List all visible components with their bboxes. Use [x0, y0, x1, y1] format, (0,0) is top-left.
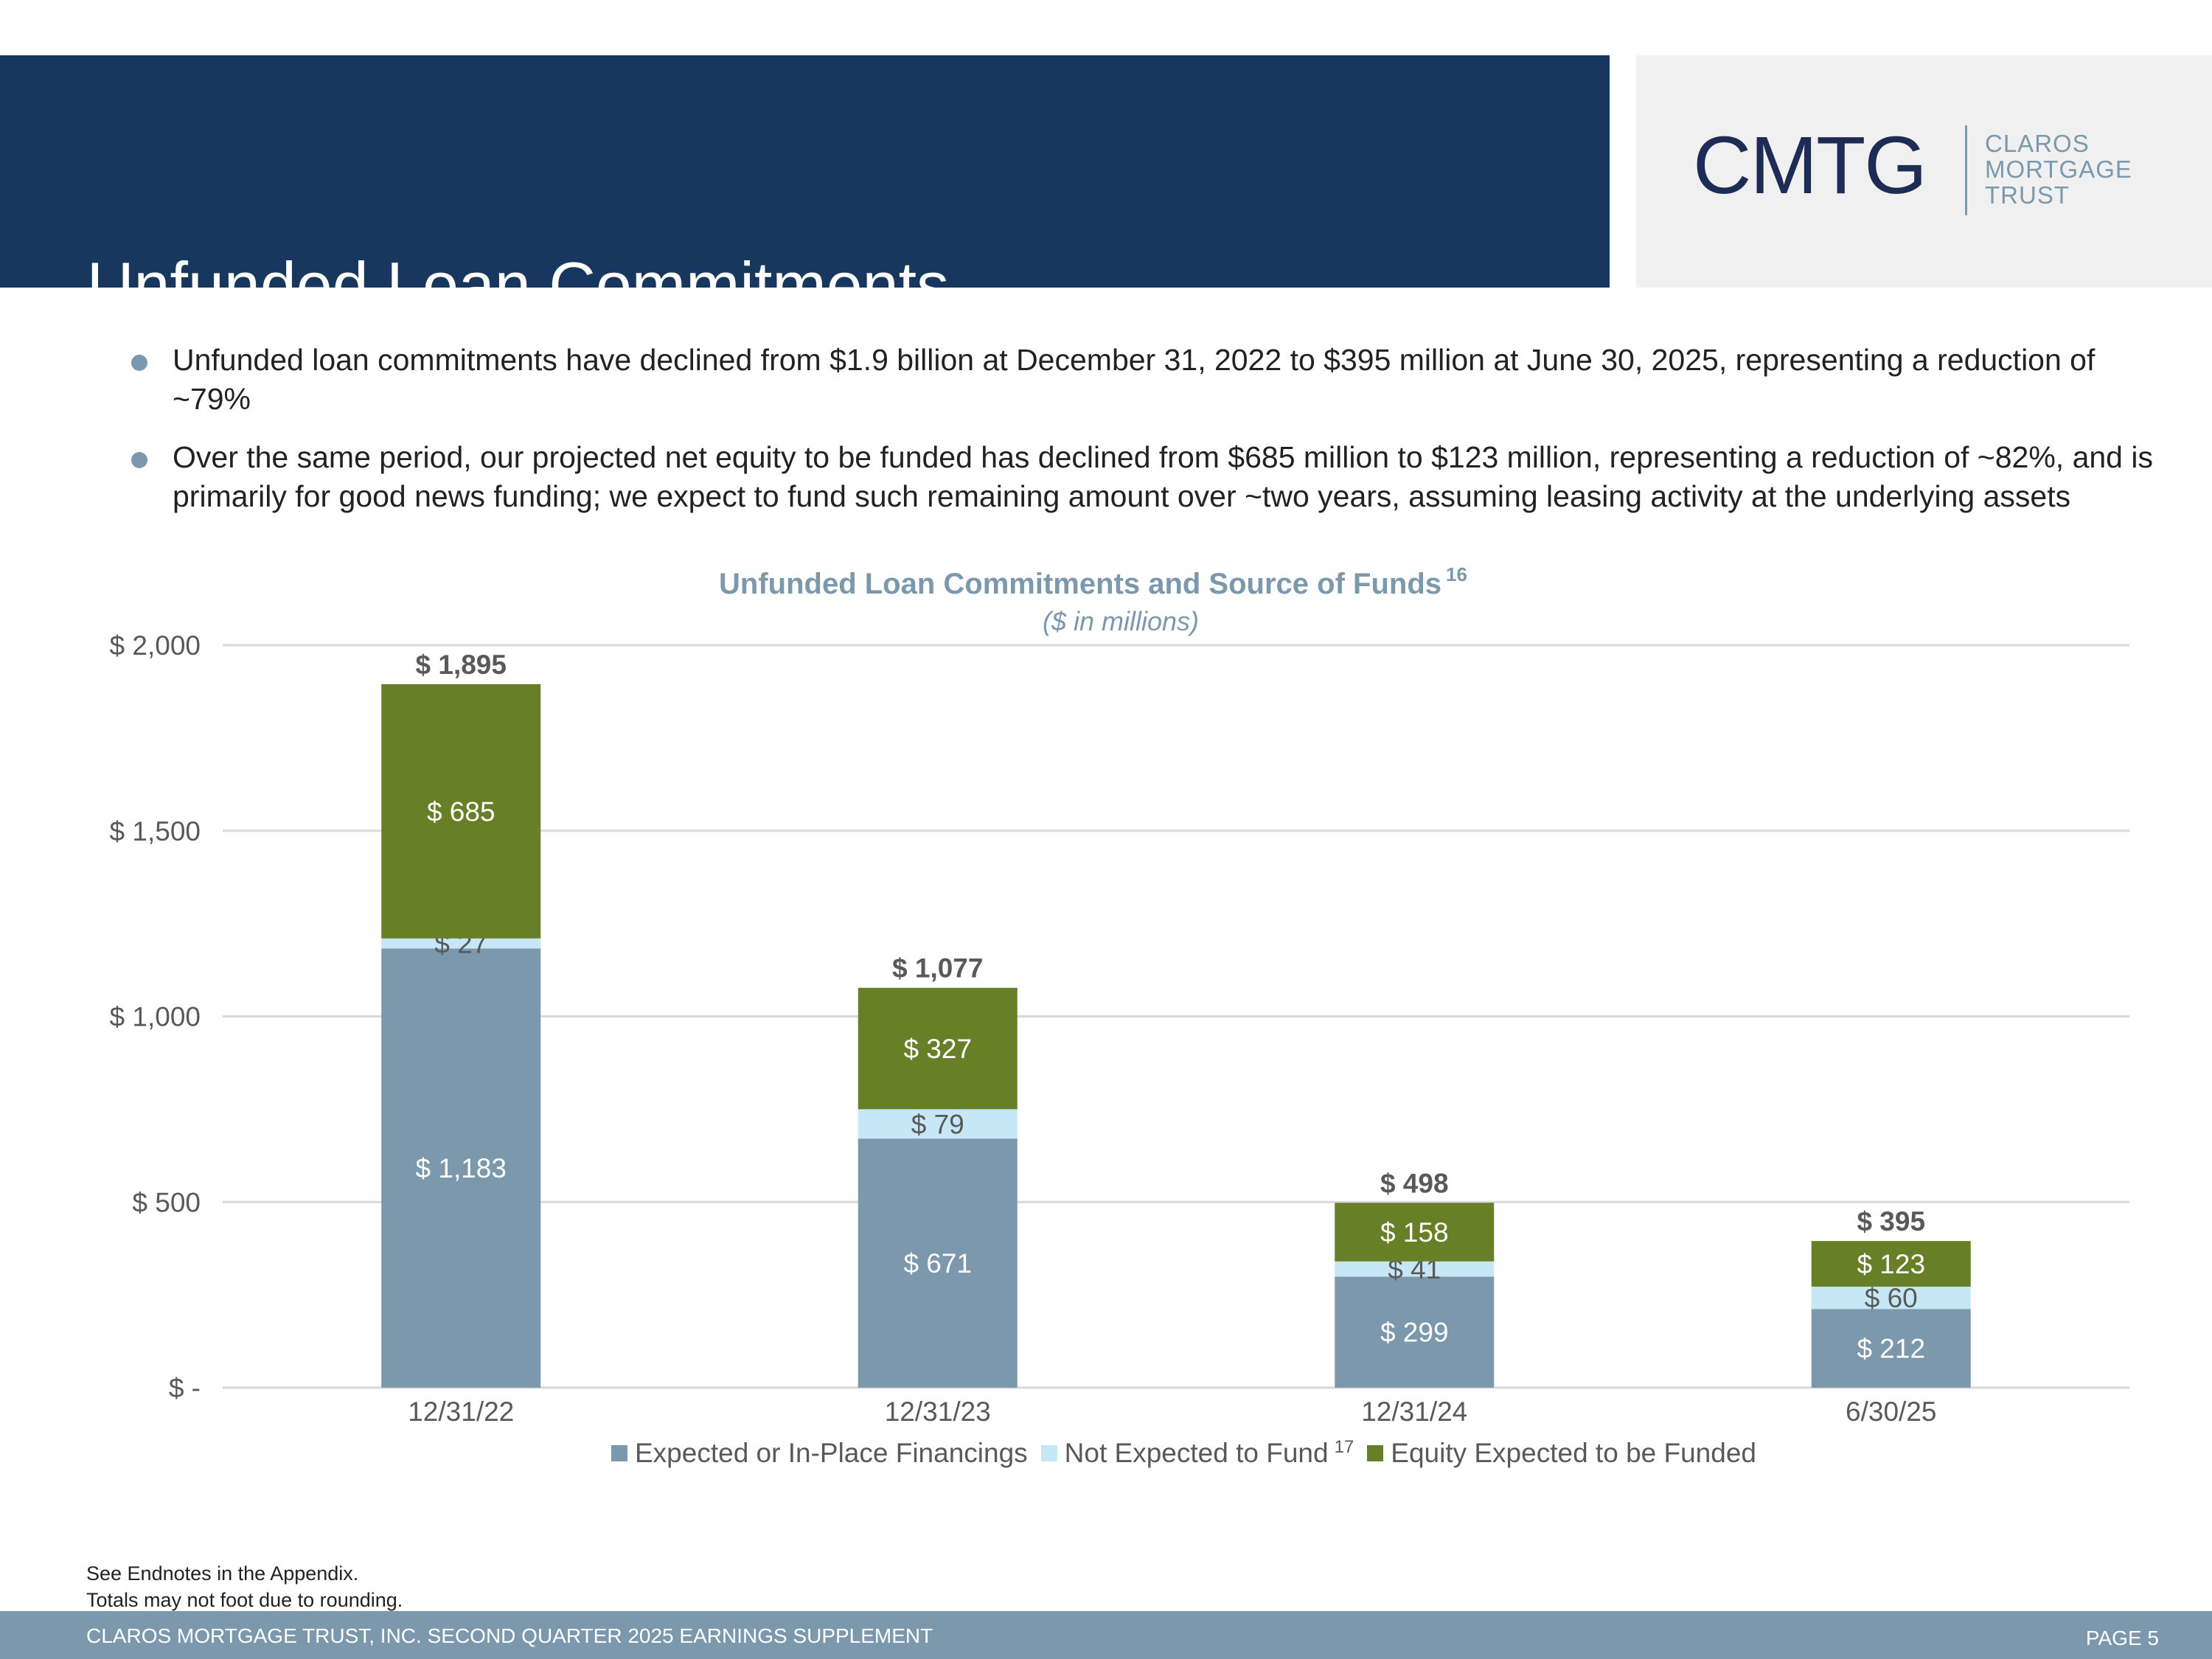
bar-segment — [381, 938, 541, 949]
bullet-text: Unfunded loan commitments have declined … — [173, 343, 2096, 416]
data-label: $ 685 — [427, 796, 495, 827]
bar-segment — [1335, 1261, 1495, 1277]
legend-swatch — [1367, 1445, 1384, 1461]
bar-segment — [858, 1109, 1018, 1139]
y-tick-label: $ 500 — [132, 1187, 201, 1217]
legend-label: Equity Expected to be Funded — [1391, 1438, 1756, 1468]
logo-line: TRUST — [1985, 181, 2070, 209]
total-label: $ 395 — [1857, 1206, 1925, 1237]
total-label: $ 498 — [1380, 1168, 1449, 1198]
data-label: $ 299 — [1380, 1318, 1449, 1348]
total-label: $ 1,077 — [892, 953, 983, 984]
logo-line: CLAROS — [1985, 130, 2090, 157]
bullet-dot-icon — [131, 355, 147, 371]
bullet-item: Over the same period, our projected net … — [128, 438, 2163, 516]
logo-text: CLAROS MORTGAGE TRUST — [1985, 131, 2132, 208]
bar-segment — [1811, 1287, 1971, 1310]
bar-segment — [381, 948, 541, 1388]
bullet-dot-icon — [131, 452, 147, 468]
y-tick-label: $ 2,000 — [110, 630, 201, 661]
x-tick-label: 6/30/25 — [1846, 1397, 1936, 1427]
bar-segment — [1335, 1203, 1495, 1262]
chart-title: Unfunded Loan Commitments and Source of … — [719, 563, 1467, 601]
y-tick-label: $ - — [169, 1373, 201, 1403]
footer-title: CLAROS MORTGAGE TRUST, INC. SECOND QUART… — [86, 1624, 933, 1647]
x-tick-label: 12/31/23 — [885, 1397, 991, 1427]
legend-superscript: 17 — [1334, 1437, 1354, 1457]
bar-segment — [1335, 1276, 1495, 1388]
data-label: $ 212 — [1857, 1334, 1925, 1364]
data-label: $ 327 — [903, 1034, 972, 1064]
x-tick-label: 12/31/24 — [1361, 1397, 1467, 1427]
y-tick-label: $ 1,500 — [110, 816, 201, 846]
legend-label: Not Expected to Fund — [1064, 1438, 1329, 1468]
chart-subtitle: ($ in millions) — [1042, 606, 1200, 636]
logo-line: MORTGAGE — [1985, 156, 2132, 183]
chart-title-superscript: 16 — [1446, 563, 1467, 585]
legend-item: Expected or In-Place Financings — [611, 1438, 1028, 1469]
chart-legend: Expected or In-Place Financings Not Expe… — [611, 1437, 1770, 1469]
total-label: $ 1,895 — [416, 650, 507, 680]
data-label: $ 1,183 — [416, 1153, 507, 1183]
data-label: $ 60 — [1865, 1283, 1918, 1313]
legend-item: Equity Expected to be Funded — [1367, 1438, 1756, 1469]
logo: CMTG CLAROS MORTGAGE TRUST — [1636, 55, 2212, 288]
page-number: PAGE 5 — [2085, 1627, 2159, 1649]
footnotes: See Endnotes in the Appendix. Totals may… — [86, 1560, 403, 1613]
data-label: $ 123 — [1857, 1249, 1925, 1279]
data-label: $ 79 — [911, 1109, 964, 1139]
bar-segment — [858, 987, 1018, 1110]
footnote: See Endnotes in the Appendix. — [86, 1562, 359, 1585]
bar-segment — [1811, 1309, 1971, 1388]
legend-swatch — [1040, 1445, 1057, 1461]
bar-segment — [858, 1138, 1018, 1388]
legend-item: Not Expected to Fund 17 — [1040, 1437, 1354, 1469]
data-label: $ 158 — [1380, 1217, 1449, 1248]
footnote: Totals may not foot due to rounding. — [86, 1589, 403, 1611]
legend-label: Expected or In-Place Financings — [635, 1438, 1028, 1468]
bar-segment — [1811, 1241, 1971, 1287]
logo-divider — [1965, 125, 1967, 215]
logo-mark: CMTG — [1693, 120, 1927, 211]
bullet-list: Unfunded loan commitments have declined … — [128, 341, 2163, 535]
bullet-text: Over the same period, our projected net … — [173, 440, 2153, 513]
footer-bar: CLAROS MORTGAGE TRUST, INC. SECOND QUART… — [0, 1611, 2212, 1659]
bullet-item: Unfunded loan commitments have declined … — [128, 341, 2163, 419]
y-tick-label: $ 1,000 — [110, 1002, 201, 1032]
page-title: Unfunded Loan Commitments — [87, 248, 950, 321]
x-tick-label: 12/31/22 — [408, 1397, 514, 1427]
data-label: $ 671 — [903, 1248, 972, 1279]
bar-segment — [381, 684, 541, 939]
legend-swatch — [611, 1445, 627, 1461]
header-bar: Unfunded Loan Commitments — [0, 55, 1610, 318]
chart-title-text: Unfunded Loan Commitments and Source of … — [719, 568, 1441, 600]
